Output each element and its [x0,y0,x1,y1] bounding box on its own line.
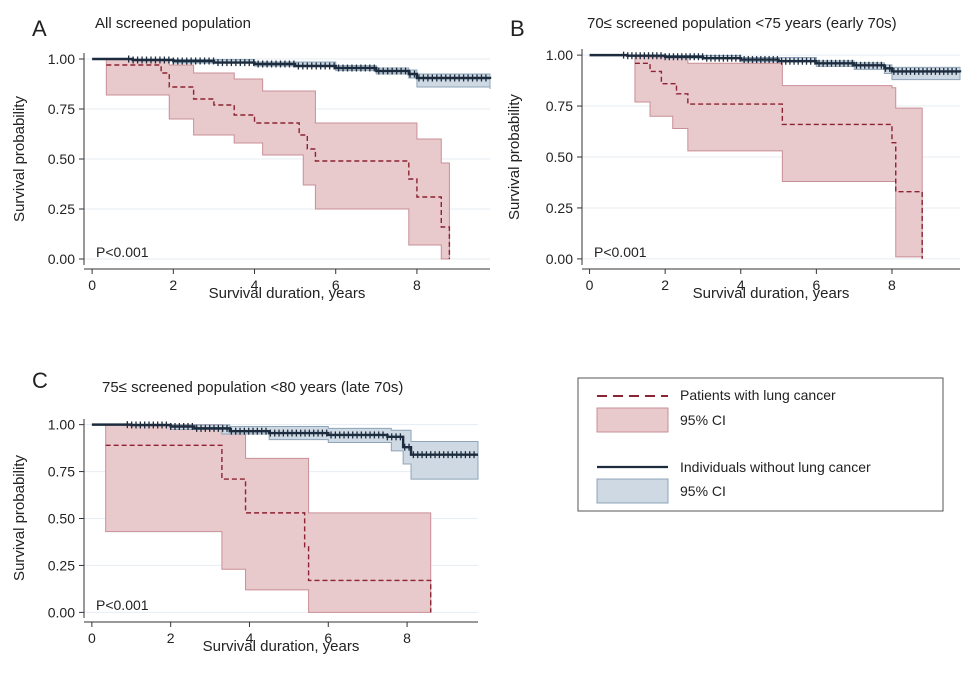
y-tick-label: 0.50 [48,511,75,527]
p-value: P<0.001 [96,597,149,613]
y-tick-label: 1.00 [48,51,75,67]
panels: 0.00 0.25 0.50 0.75 1.00 0 2 4 6 8 A All screened p… [11,15,962,655]
x-tick-label: 8 [888,277,896,293]
y-tick-label: 0.50 [546,149,573,165]
y-tick-label: 0.00 [48,251,75,267]
panel-b: 0.00 0.25 0.50 0.75 1.00 0 2 4 6 8 B 70≤ screened p… [506,15,962,302]
ci-band-cancer [105,424,432,613]
y-tick-label: 0.25 [48,557,75,573]
panel-title: 70≤ screened population <75 years (early… [587,15,897,32]
y-axis-label: Survival probability [11,96,28,222]
legend-label-cancer: Patients with lung cancer [680,387,836,403]
panel-title: All screened population [95,15,251,32]
y-axis-label: Survival probability [11,455,28,581]
x-tick-label: 4 [737,277,745,293]
legend-label-noncancer: Individuals without lung cancer [680,459,871,475]
legend: Patients with lung cancer 95% CI Individ… [577,377,944,512]
x-tick-label: 0 [88,277,96,293]
y-tick-label: 0.75 [48,464,75,480]
panel-a: 0.00 0.25 0.50 0.75 1.00 0 2 4 6 8 A All screened p… [11,15,492,302]
x-tick-label: 2 [167,630,175,646]
x-tick-label: 2 [661,277,669,293]
x-tick-label: 6 [332,277,340,293]
y-tick-label: 0.75 [48,101,75,117]
panel-title: 75≤ screened population <80 years (late … [102,379,403,396]
x-tick-label: 8 [413,277,421,293]
legend-swatch-cancer-ci [596,407,669,433]
panel-letter: A [32,16,47,41]
x-axis-label: Survival duration, years [203,638,360,655]
line-cancer [106,64,451,259]
x-axis-label: Survival duration, years [693,285,850,302]
ci-band-cancer [105,58,450,260]
x-tick-label: 2 [169,277,177,293]
y-tick-label: 0.25 [546,200,573,216]
legend-swatch-noncancer-ci [596,478,669,504]
p-value: P<0.001 [96,244,149,260]
legend-label-noncancer-ci: 95% CI [680,483,726,499]
y-tick-label: 0.00 [546,251,573,267]
x-tick-label: 4 [246,630,254,646]
y-tick-label: 0.00 [48,604,75,620]
y-tick-label: 1.00 [48,417,75,433]
panel-letter: C [32,368,48,393]
y-tick-label: 0.25 [48,201,75,217]
panel-letter: B [510,16,525,41]
y-axis-label: Survival probability [506,94,523,220]
p-value: P<0.001 [594,244,647,260]
x-tick-label: 0 [586,277,594,293]
line-cancer [634,62,923,259]
line-cancer [105,444,432,613]
y-tick-label: 1.00 [546,47,573,63]
ci-band-noncancer [91,424,479,480]
x-tick-label: 0 [88,630,96,646]
x-tick-label: 6 [812,277,820,293]
x-axis-label: Survival duration, years [209,285,366,302]
y-tick-label: 0.75 [546,98,573,114]
y-tick-label: 0.50 [48,151,75,167]
x-tick-label: 4 [251,277,259,293]
x-tick-label: 6 [324,630,332,646]
ci-band-cancer [634,54,923,258]
legend-label-cancer-ci: 95% CI [680,412,726,428]
x-tick-label: 8 [403,630,411,646]
panel-c: 0.00 0.25 0.50 0.75 1.00 0 2 4 6 8 C 75≤ screened p… [11,368,479,655]
